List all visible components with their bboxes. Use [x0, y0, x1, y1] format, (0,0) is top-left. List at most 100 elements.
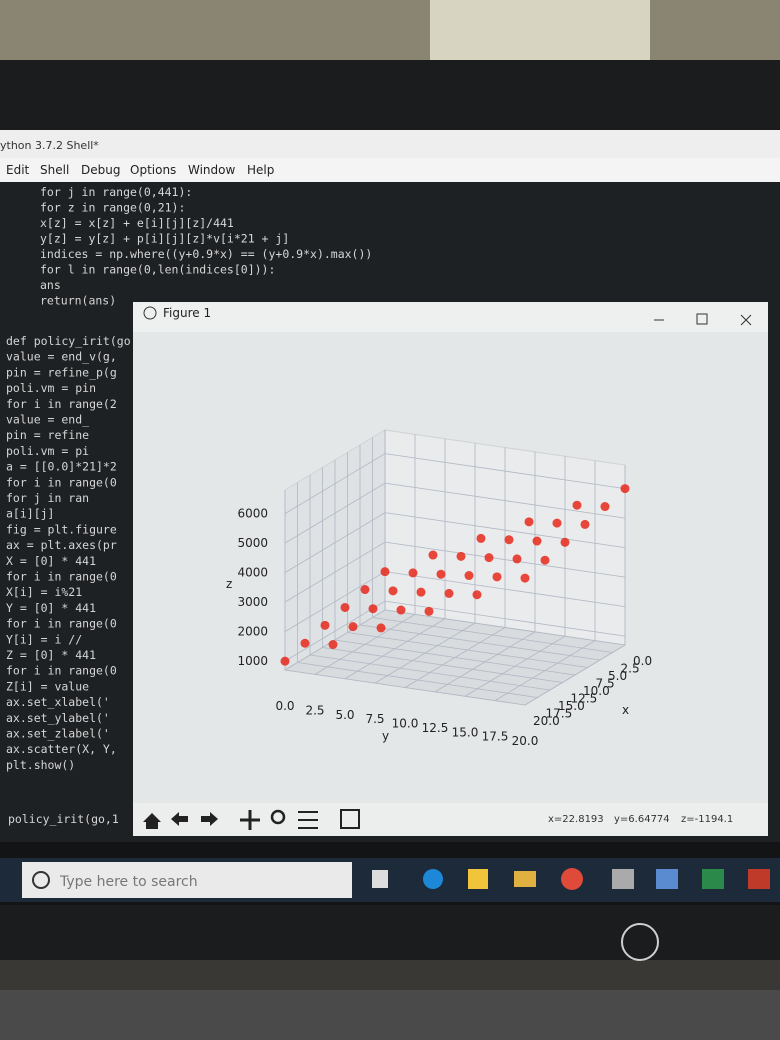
explorer-icon[interactable] [514, 871, 536, 887]
point [560, 537, 570, 547]
code-line: a = [[0.0]*21]*2 [6, 460, 117, 474]
menu-item[interactable]: Options [130, 163, 176, 177]
point [368, 604, 378, 614]
code-line: pin = refine_p(g [6, 365, 117, 379]
point [340, 602, 350, 612]
point [444, 588, 454, 598]
code-line: ax.scatter(X, Y, [6, 742, 117, 756]
point [348, 622, 358, 632]
maximize[interactable] [696, 313, 708, 325]
app-icon[interactable] [612, 869, 634, 889]
point [380, 567, 390, 577]
point [424, 606, 434, 616]
y-tick-label: 7.5 [365, 712, 384, 726]
menu-item[interactable]: Shell [40, 163, 69, 177]
forward-button[interactable] [201, 812, 218, 826]
x-tick-label: 17.5 [546, 707, 573, 721]
point [416, 587, 426, 597]
code-line: y[z] = y[z] + p[i][j][z]*v[i*21 + j] [40, 232, 289, 246]
point [472, 590, 482, 600]
code-line: fig = plt.figure [6, 522, 117, 536]
home-button[interactable] [143, 813, 161, 829]
save-button[interactable] [340, 809, 360, 829]
close[interactable] [740, 314, 752, 326]
code-line: Y = [0] * 441 [6, 601, 96, 615]
code-line: ax.set_ylabel(' [6, 711, 110, 725]
edge-icon[interactable] [423, 869, 443, 889]
point [300, 638, 310, 648]
code-line: ans [40, 278, 61, 292]
point [572, 500, 582, 510]
pan-button[interactable] [240, 810, 260, 830]
code-line: def policy_irit(go, [6, 334, 138, 348]
z-tick-label: 2000 [237, 625, 268, 639]
point [520, 573, 530, 583]
menu-item[interactable]: Debug [81, 163, 120, 177]
point [376, 623, 386, 633]
z-tick-label: 3000 [237, 595, 268, 609]
point [476, 533, 486, 543]
code-line: Y[i] = i // [6, 632, 82, 646]
point [328, 640, 338, 650]
grid-line [297, 662, 538, 698]
hp-logo [621, 923, 659, 961]
toolbar-buttons [143, 809, 360, 830]
app-icon[interactable] [702, 869, 724, 889]
keyboard-edge [0, 990, 780, 1040]
menubar [0, 158, 780, 182]
y-tick-label: 10.0 [392, 717, 419, 731]
x-tick-label: 15.0 [558, 699, 585, 713]
y-tick-label: 15.0 [452, 725, 479, 739]
point [532, 536, 542, 546]
config-button[interactable] [298, 811, 318, 829]
point [456, 551, 466, 561]
grid-line [309, 654, 551, 691]
point [464, 571, 474, 581]
search-icon [32, 871, 50, 889]
menu-item[interactable]: Help [247, 163, 274, 177]
app-icon[interactable] [748, 869, 770, 889]
chrome-icon[interactable] [561, 868, 583, 890]
y-axis-label: y [382, 729, 389, 743]
menu: Edit Shell Debug Options Window Help [6, 163, 274, 177]
point [320, 620, 330, 630]
point [492, 572, 502, 582]
status-z: z=-1194.1 [681, 814, 733, 825]
code-line: for i in range(0 [6, 570, 117, 584]
point [360, 585, 370, 595]
grid-line [384, 609, 626, 646]
code-line: Z = [0] * 441 [6, 648, 96, 662]
y-tick-label: 5.0 [335, 708, 354, 722]
y-tick-label: 17.5 [482, 730, 509, 744]
code-line: X[i] = i%21 [6, 585, 82, 599]
zoom-button[interactable] [270, 809, 286, 825]
menu-item[interactable]: Edit [6, 163, 30, 177]
menu-item[interactable]: Window [188, 163, 236, 177]
code-line: pin = refine [6, 428, 89, 442]
point [396, 605, 406, 615]
taskbar-icons [372, 868, 770, 890]
z-tick-label: 5000 [237, 536, 268, 550]
point [580, 519, 590, 529]
code-line: for j in ran [6, 491, 89, 505]
point [540, 555, 550, 565]
z-axis-label: z [226, 577, 232, 591]
point [436, 569, 446, 579]
store-icon[interactable] [468, 869, 488, 889]
shell-titlebar [0, 130, 780, 162]
x-tick-label: 2.5 [621, 662, 640, 676]
search-box[interactable] [22, 862, 352, 898]
z-tick-label: 6000 [237, 507, 268, 521]
task-view[interactable] [372, 870, 388, 888]
point [428, 550, 438, 560]
ceiling [0, 0, 780, 70]
back-button[interactable] [171, 812, 188, 826]
point [484, 553, 494, 563]
app-icon[interactable] [656, 869, 678, 889]
code-line: for j in range(0,441): [40, 185, 192, 199]
grid-line [347, 632, 588, 668]
figure-title: Figure 1 [163, 306, 211, 320]
